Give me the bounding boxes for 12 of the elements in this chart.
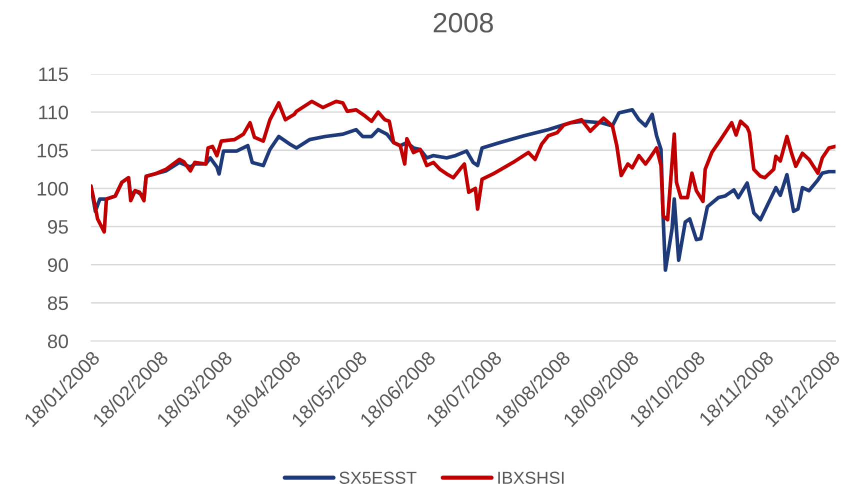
y-tick-label: 100 bbox=[38, 182, 68, 196]
legend-label: IBXSHSI bbox=[498, 472, 564, 484]
y-tick-label: 80 bbox=[48, 334, 68, 348]
line-series bbox=[90, 100, 836, 234]
y-tick-label: 115 bbox=[39, 68, 68, 82]
y-tick-label: 90 bbox=[48, 258, 68, 272]
y-tick-label: 85 bbox=[48, 296, 68, 310]
y-tick-label: 95 bbox=[48, 220, 68, 234]
y-tick-label: 110 bbox=[39, 106, 68, 120]
y-tick-label: 105 bbox=[38, 144, 68, 158]
chart-title: 2008 bbox=[434, 12, 493, 33]
legend-label: SX5ESST bbox=[339, 472, 416, 484]
